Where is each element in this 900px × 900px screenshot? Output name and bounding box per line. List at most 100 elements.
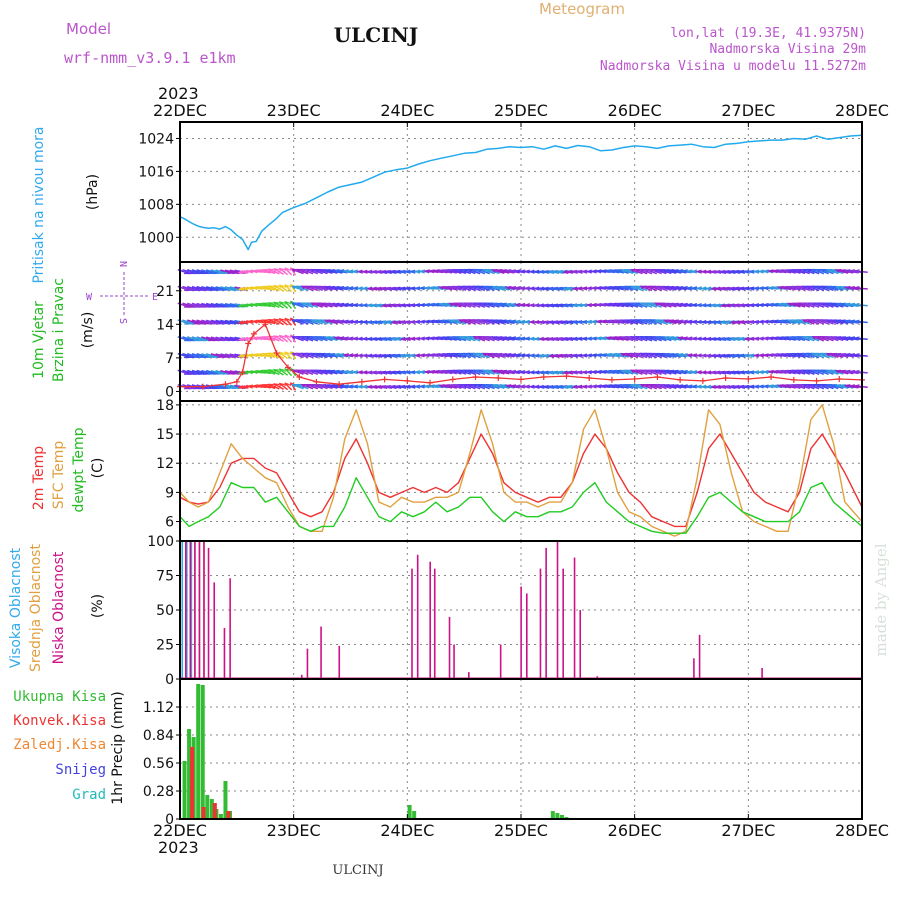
wind-vector-head — [413, 319, 421, 325]
wind-vector-head — [351, 384, 359, 389]
wind-vector — [812, 369, 825, 376]
wind-vector-head — [237, 303, 245, 308]
wind-vector-head — [796, 285, 804, 290]
wind-vector — [483, 268, 495, 275]
wind-vector — [296, 319, 309, 325]
wind-vector — [182, 336, 195, 342]
wind-vector-head — [658, 319, 665, 324]
wind-vector-head — [605, 336, 612, 341]
wind-vector-head — [504, 336, 512, 341]
wind-vector-head — [595, 269, 602, 274]
wind-vector-head — [246, 286, 254, 291]
wind-vector — [268, 318, 280, 325]
wind-vector — [296, 302, 309, 308]
wind-vector-head — [585, 302, 593, 308]
wind-vector-head — [328, 285, 336, 290]
wind-vector — [478, 383, 490, 390]
wind-vector-head — [462, 352, 470, 357]
wind-vector-head — [528, 370, 535, 375]
wind-vector-head — [295, 268, 303, 273]
wind-vector-head — [351, 353, 359, 358]
wind-vector-head — [571, 384, 578, 389]
wind-vector-head — [390, 320, 397, 325]
wind-vector-head — [825, 336, 832, 340]
wind-vector-head — [423, 302, 430, 308]
wind-vector-head — [620, 269, 627, 273]
wind-vector-head — [443, 319, 450, 324]
total-precip-bar — [200, 685, 205, 819]
conv-precip-bar — [190, 747, 195, 819]
wind-vector-head — [394, 353, 402, 358]
wind-vector — [306, 319, 319, 325]
wind-vector-head — [477, 319, 484, 323]
wind-speed-marker — [677, 376, 684, 383]
wind-vector — [201, 319, 214, 325]
wind-vector-head — [342, 302, 349, 307]
wind-vector-head — [644, 268, 651, 273]
wind-vector-head — [676, 353, 684, 358]
wind-vector-head — [639, 369, 646, 374]
wind-vector-head — [743, 303, 750, 308]
wind-vector-head — [843, 302, 851, 307]
wind-vector — [191, 352, 204, 358]
wind-vector-head — [695, 319, 702, 325]
wind-vector-head — [792, 302, 799, 307]
total-precip-bar — [196, 684, 201, 819]
wind-vector-head — [634, 268, 642, 273]
wind-vector-head — [300, 319, 308, 323]
wind-vector-head — [848, 353, 856, 358]
wind-vector-head — [634, 369, 642, 374]
wind-vector-head — [385, 269, 392, 274]
wind-vector-head — [278, 334, 285, 339]
wind-vector — [473, 335, 486, 342]
wind-vector-head — [772, 384, 779, 389]
panel-frame — [179, 678, 863, 820]
wind-vector-head — [495, 319, 503, 324]
wind-vector-head — [486, 302, 494, 307]
wind-vector-head — [380, 384, 388, 389]
wind-vector — [296, 352, 309, 359]
wind-vector-head — [390, 286, 397, 291]
wind-vector-head — [667, 336, 675, 341]
wind-vector-head — [295, 352, 303, 357]
wind-vector-head — [467, 268, 475, 273]
wind-vector-head — [777, 302, 784, 307]
wind-vector-head — [237, 286, 245, 291]
wind-vector-head — [472, 319, 479, 323]
wind-vector-head — [251, 353, 259, 358]
wind-vector — [191, 319, 204, 325]
wind-vector-head — [481, 268, 489, 273]
wind-vector-head — [399, 370, 407, 375]
value-tick-label: 0 — [165, 812, 174, 828]
wind-vector — [798, 268, 810, 275]
wind-vector — [802, 319, 815, 325]
wind-vector-head — [418, 302, 426, 308]
wind-vector — [301, 285, 314, 292]
wind-vector-head — [495, 269, 503, 273]
wind-vector — [631, 336, 643, 342]
wind-vector-head — [273, 335, 280, 340]
wind-vector-head — [792, 336, 799, 340]
wind-vector-head — [314, 268, 322, 273]
wind-vector — [822, 285, 834, 292]
wind-vector-head — [390, 336, 397, 342]
wind-vector — [631, 383, 643, 390]
value-tick-label: 25 — [156, 638, 174, 654]
wind-vector-head — [366, 303, 373, 308]
wind-vector-head — [634, 285, 642, 290]
wind-vector-head — [620, 384, 627, 388]
wind-vector-head — [777, 319, 784, 324]
wind-vector — [311, 268, 323, 275]
time-tick-label-bottom: 26DEC — [608, 821, 662, 840]
wind-vector-head — [433, 302, 440, 307]
wind-vector-head — [848, 336, 856, 341]
wind-vector-head — [557, 353, 564, 358]
wind-vector-head — [333, 319, 340, 324]
wind-vector-head — [700, 286, 707, 291]
wind-vector-head — [477, 302, 484, 307]
wind-vector-head — [428, 319, 435, 324]
wind-vector-head — [404, 303, 411, 308]
wind-vector-head — [595, 302, 602, 308]
wind-vector-head — [371, 320, 378, 325]
wind-vector-head — [413, 370, 421, 375]
